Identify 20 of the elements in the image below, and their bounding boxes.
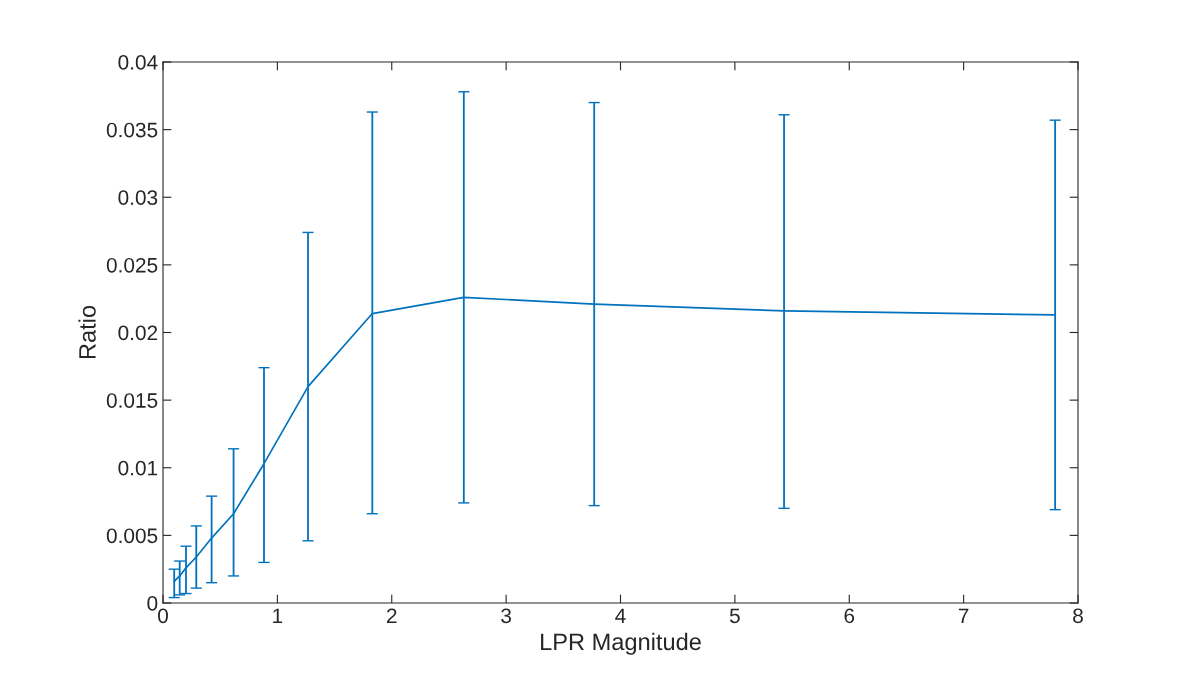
x-tick-label: 0 <box>158 608 168 624</box>
y-tick-label: 0.005 <box>106 528 158 544</box>
y-tick-label: 0.02 <box>118 325 158 341</box>
x-tick-label: 8 <box>1073 608 1083 624</box>
y-tick-label: 0.035 <box>106 122 158 138</box>
x-tick-label: 3 <box>501 608 511 624</box>
x-tick-label: 5 <box>729 608 740 624</box>
x-tick-label: 4 <box>615 608 626 623</box>
y-tick-label: 0.025 <box>106 257 158 273</box>
y-axis-title: Ratio <box>78 305 96 359</box>
y-tick-label: 0.015 <box>106 393 158 408</box>
x-tick-label: 6 <box>844 608 855 624</box>
x-tick-label: 1 <box>273 608 283 623</box>
y-tick-label: 0.03 <box>118 190 158 205</box>
y-tick-label: 0 <box>147 596 158 611</box>
x-tick-label: 7 <box>958 608 969 623</box>
y-tick-label: 0.01 <box>118 460 158 476</box>
x-tick-label: 2 <box>387 608 397 623</box>
x-axis-title: LPR Magnitude <box>541 632 701 655</box>
y-tick-label: 0.04 <box>118 55 158 70</box>
